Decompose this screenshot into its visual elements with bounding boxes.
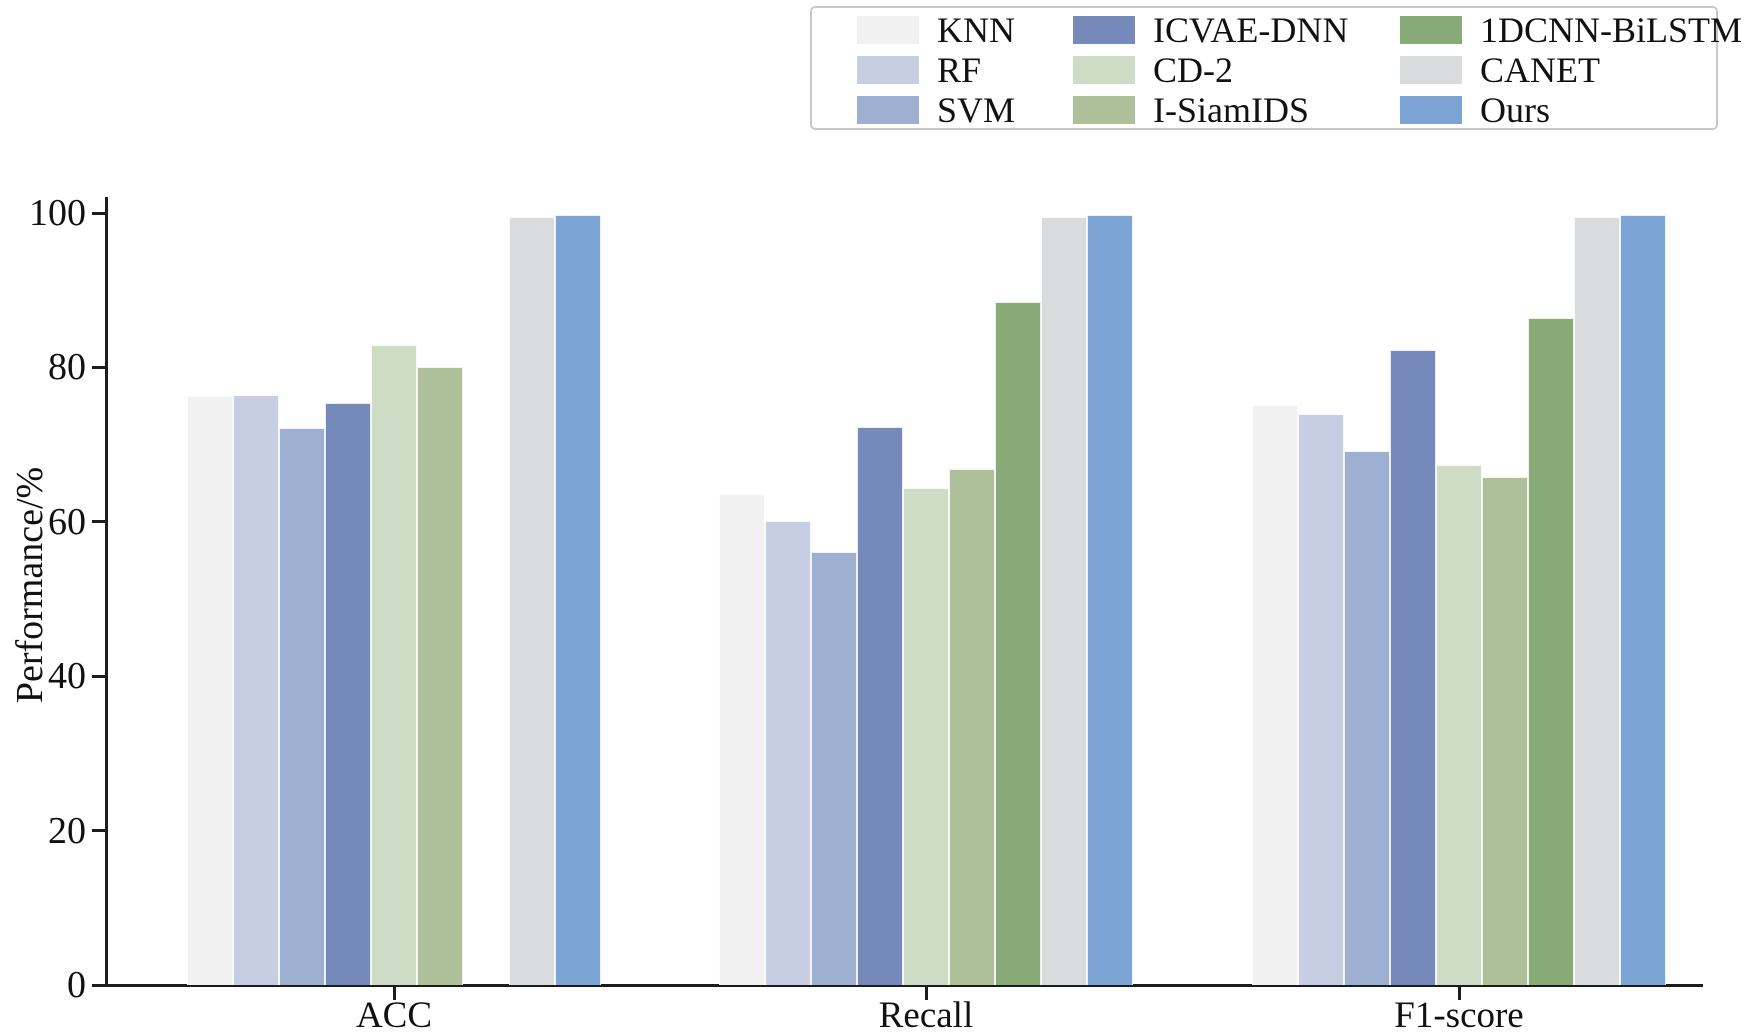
bar-acc-svm	[279, 428, 325, 985]
bar-recall-svm	[811, 552, 857, 985]
legend-swatch-ours	[1400, 96, 1462, 124]
bar-f1-score-cd-2	[1436, 465, 1482, 985]
y-tick-label-0: 0	[67, 964, 86, 1006]
bar-f1-score-svm	[1344, 451, 1390, 985]
legend-swatch-1dcnn-bilstm	[1400, 16, 1462, 44]
legend-label-1dcnn-bilstm: 1DCNN-BiLSTM	[1480, 10, 1743, 50]
legend-swatch-cd-2	[1073, 56, 1135, 84]
legend: KNN RF SVM ICVAE-DNN CD-2 I-SiamIDS 1DCNN-BiLS…	[810, 6, 1742, 130]
legend-item-svm: SVM	[857, 90, 1073, 130]
legend-item-rf: RF	[857, 50, 1073, 90]
bar-acc-cd-2	[371, 345, 417, 985]
bar-group-recall	[719, 215, 1133, 985]
y-tick-label-40: 40	[48, 655, 86, 698]
bar-recall-knn	[719, 494, 765, 985]
y-tick-label-80: 80	[48, 346, 86, 389]
legend-item-canet: CANET	[1400, 50, 1742, 90]
y-tick-100	[92, 211, 105, 215]
legend-label-canet: CANET	[1480, 50, 1600, 90]
legend-item-1dcnn-bilstm: 1DCNN-BiLSTM	[1400, 10, 1742, 50]
y-tick-40	[92, 674, 105, 678]
y-axis-line	[105, 197, 108, 987]
legend-label-icvae-dnn: ICVAE-DNN	[1153, 10, 1349, 50]
bar-recall-icvae-dnn	[857, 427, 903, 985]
bar-recall-i-siamids	[949, 469, 995, 985]
bar-acc-knn	[187, 396, 233, 985]
y-tick-20	[92, 829, 105, 833]
legend-swatch-rf	[857, 56, 919, 84]
bar-f1-score-rf	[1298, 414, 1344, 985]
y-tick-label-100: 100	[29, 192, 86, 234]
legend-item-i-siamids: I-SiamIDS	[1073, 90, 1400, 130]
legend-label-svm: SVM	[937, 90, 1016, 130]
legend-item-ours: Ours	[1400, 90, 1742, 130]
legend-swatch-canet	[1400, 56, 1462, 84]
bar-f1-score-icvae-dnn	[1390, 350, 1436, 985]
y-tick-80	[92, 365, 105, 369]
bar-acc-i-siamids	[417, 367, 463, 985]
legend-label-knn: KNN	[937, 10, 1015, 50]
legend-label-rf: RF	[937, 50, 982, 90]
legend-swatch-knn	[857, 16, 919, 44]
bar-f1-score-ours	[1620, 215, 1666, 985]
x-category-label-recall: Recall	[878, 995, 974, 1035]
y-tick-60	[92, 520, 105, 524]
bar-recall-1dcnn-bilstm	[995, 302, 1041, 985]
legend-item-icvae-dnn: ICVAE-DNN	[1073, 10, 1400, 50]
legend-swatch-icvae-dnn	[1073, 16, 1135, 44]
legend-item-cd-2: CD-2	[1073, 50, 1400, 90]
y-tick-label-60: 60	[48, 500, 86, 543]
bar-recall-cd-2	[903, 488, 949, 985]
legend-item-knn: KNN	[857, 10, 1073, 50]
legend-swatch-svm	[857, 96, 919, 124]
legend-label-ours: Ours	[1480, 90, 1550, 130]
legend-swatch-i-siamids	[1073, 96, 1135, 124]
bar-recall-rf	[765, 521, 811, 985]
bar-recall-canet	[1041, 217, 1087, 985]
bar-f1-score-canet	[1574, 217, 1620, 985]
bar-acc-canet	[509, 217, 555, 985]
y-tick-label-20: 20	[48, 809, 86, 852]
x-tick-recall	[924, 987, 928, 1000]
x-tick-acc	[392, 987, 396, 1000]
bar-acc-rf	[233, 395, 279, 985]
bar-group-acc	[187, 215, 601, 985]
x-tick-f1-score	[1457, 987, 1461, 1000]
legend-label-cd-2: CD-2	[1153, 50, 1233, 90]
bar-f1-score-i-siamids	[1482, 477, 1528, 985]
bar-f1-score-knn	[1252, 405, 1298, 985]
bar-acc-ours	[555, 215, 601, 985]
bar-acc-icvae-dnn	[325, 403, 371, 985]
bar-recall-ours	[1087, 215, 1133, 985]
x-category-label-acc: ACC	[355, 995, 433, 1035]
bar-f1-score-1dcnn-bilstm	[1528, 318, 1574, 985]
y-tick-0	[92, 983, 105, 987]
x-category-label-f1-score: F1-score	[1394, 995, 1524, 1035]
bar-group-f1-score	[1252, 215, 1666, 985]
legend-label-i-siamids: I-SiamIDS	[1153, 90, 1309, 130]
x-axis-line	[105, 984, 1703, 987]
